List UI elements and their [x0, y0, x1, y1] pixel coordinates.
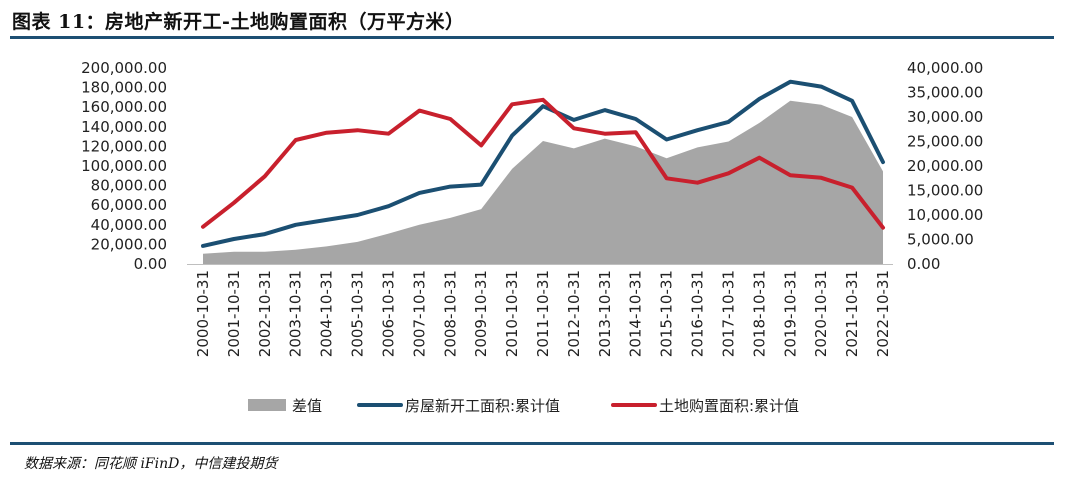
- legend-swatch: [248, 399, 286, 411]
- x-axis-tick-label: 2013-10-31: [596, 270, 614, 357]
- right-axis-tick-label: 10,000.00: [907, 206, 983, 224]
- x-axis-tick-label: 2021-10-31: [843, 270, 861, 357]
- x-axis-tick-label: 2022-10-31: [874, 270, 892, 357]
- legend-item-diff-label: 差值: [292, 397, 322, 415]
- x-axis-tick-label: 2012-10-31: [565, 270, 583, 357]
- right-axis-tick-label: 5,000.00: [907, 231, 974, 249]
- x-axis-tick-label: 2000-10-31: [194, 270, 212, 357]
- x-axis-tick-label: 2019-10-31: [781, 270, 799, 357]
- left-axis-tick-label: 160,000.00: [81, 98, 167, 116]
- left-axis-tick-label: 40,000.00: [91, 216, 167, 234]
- right-axis-tick-label: 25,000.00: [907, 133, 983, 151]
- x-axis-tick-label: 2008-10-31: [441, 270, 459, 357]
- top-divider: [10, 36, 1054, 39]
- x-axis-tick-label: 2005-10-31: [349, 270, 367, 357]
- x-axis-tick-label: 2009-10-31: [472, 270, 490, 357]
- chart-header: 图表 11：房地产新开工-土地购置面积（万平方米）: [10, 4, 1060, 36]
- x-axis-tick-label: 2016-10-31: [689, 270, 707, 357]
- left-axis-tick-label: 200,000.00: [81, 59, 167, 77]
- chart-title: 图表 11：房地产新开工-土地购置面积（万平方米）: [12, 11, 465, 33]
- x-axis-tick-label: 2011-10-31: [534, 270, 552, 357]
- x-axis-tick-label: 2003-10-31: [287, 270, 305, 357]
- x-axis-tick-label: 2010-10-31: [503, 270, 521, 357]
- legend-item-land-purchase-label: 土地购置面积:累计值: [659, 397, 799, 415]
- right-axis-tick-label: 0.00: [907, 255, 940, 273]
- left-axis-tick-label: 140,000.00: [81, 118, 167, 136]
- legend: 差值 房屋新开工面积:累计值 土地购置面积:累计值: [248, 397, 799, 415]
- left-axis-tick-label: 60,000.00: [91, 196, 167, 214]
- x-axis-tick-label: 2007-10-31: [410, 270, 428, 357]
- data-source-note: 数据来源：同花顺 iFinD，中信建投期货: [24, 456, 278, 472]
- right-axis-tick-label: 30,000.00: [907, 108, 983, 126]
- x-axis-tick-label: 2014-10-31: [627, 270, 645, 357]
- x-axis-tick-label: 2002-10-31: [256, 270, 274, 357]
- left-axis-tick-label: 0.00: [134, 255, 167, 273]
- left-axis-tick-label: 20,000.00: [91, 235, 167, 253]
- x-axis-tick-label: 2001-10-31: [225, 270, 243, 357]
- x-axis-tick-label: 2004-10-31: [318, 270, 336, 357]
- left-axis-tick-label: 100,000.00: [81, 157, 167, 175]
- x-axis-tick-label: 2015-10-31: [658, 270, 676, 357]
- right-axis-tick-label: 15,000.00: [907, 182, 983, 200]
- x-axis-tick-label: 2017-10-31: [719, 270, 737, 357]
- left-axis-tick-label: 80,000.00: [91, 177, 167, 195]
- left-axis-tick-label: 180,000.00: [81, 79, 167, 97]
- line-series-new-construction: [201, 79, 885, 248]
- x-axis-tick-label: 2018-10-31: [750, 270, 768, 357]
- x-axis-tick-label: 2006-10-31: [379, 270, 397, 357]
- legend-item-new-construction-label: 房屋新开工面积:累计值: [405, 397, 560, 415]
- right-axis-tick-label: 20,000.00: [907, 157, 983, 175]
- area-series-diff: [203, 100, 883, 264]
- left-axis-tick-label: 120,000.00: [81, 137, 167, 155]
- bottom-divider: [10, 442, 1054, 445]
- right-axis-tick-label: 35,000.00: [907, 84, 983, 102]
- x-axis-tick-label: 2020-10-31: [812, 270, 830, 357]
- right-axis-tick-label: 40,000.00: [907, 59, 983, 77]
- line-series-land-purchase: [201, 97, 885, 230]
